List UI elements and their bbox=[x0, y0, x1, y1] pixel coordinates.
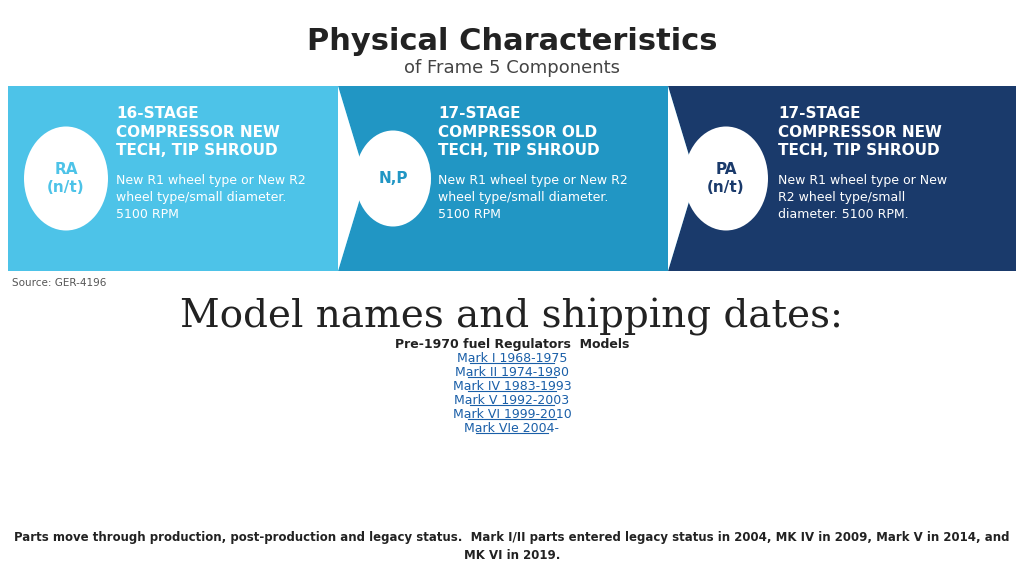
Text: 17-STAGE
COMPRESSOR NEW
TECH, TIP SHROUD: 17-STAGE COMPRESSOR NEW TECH, TIP SHROUD bbox=[778, 106, 942, 158]
Text: 16-STAGE
COMPRESSOR NEW
TECH, TIP SHROUD: 16-STAGE COMPRESSOR NEW TECH, TIP SHROUD bbox=[116, 106, 280, 158]
FancyBboxPatch shape bbox=[8, 86, 338, 271]
Text: Source: GER-4196: Source: GER-4196 bbox=[12, 278, 106, 288]
Polygon shape bbox=[668, 86, 696, 271]
FancyBboxPatch shape bbox=[338, 86, 668, 271]
Text: Pre-1970 fuel Regulators  Models: Pre-1970 fuel Regulators Models bbox=[395, 338, 629, 351]
Text: of Frame 5 Components: of Frame 5 Components bbox=[404, 59, 620, 77]
Text: New R1 wheel type or New R2
wheel type/small diameter.
5100 RPM: New R1 wheel type or New R2 wheel type/s… bbox=[438, 174, 628, 221]
Text: New R1 wheel type or New
R2 wheel type/small
diameter. 5100 RPM.: New R1 wheel type or New R2 wheel type/s… bbox=[778, 174, 947, 221]
Ellipse shape bbox=[24, 127, 108, 230]
Polygon shape bbox=[668, 86, 696, 271]
Text: Mark VI 1999-2010: Mark VI 1999-2010 bbox=[453, 408, 571, 421]
Text: Physical Characteristics: Physical Characteristics bbox=[307, 26, 717, 55]
Ellipse shape bbox=[684, 127, 768, 230]
Text: N,P: N,P bbox=[378, 171, 408, 186]
FancyBboxPatch shape bbox=[668, 86, 1016, 271]
Text: Mark II 1974-1980: Mark II 1974-1980 bbox=[455, 366, 569, 379]
Polygon shape bbox=[338, 86, 366, 271]
Text: Parts move through production, post-production and legacy status.  Mark I/II par: Parts move through production, post-prod… bbox=[14, 531, 1010, 562]
Ellipse shape bbox=[355, 131, 431, 226]
Text: Mark V 1992-2003: Mark V 1992-2003 bbox=[455, 394, 569, 407]
Text: Mark I 1968-1975: Mark I 1968-1975 bbox=[457, 352, 567, 365]
Text: PA
(n/t): PA (n/t) bbox=[708, 162, 744, 195]
Polygon shape bbox=[338, 86, 366, 271]
Text: RA
(n/t): RA (n/t) bbox=[47, 162, 85, 195]
Text: Mark VIe 2004-: Mark VIe 2004- bbox=[465, 422, 559, 435]
Text: New R1 wheel type or New R2
wheel type/small diameter.
5100 RPM: New R1 wheel type or New R2 wheel type/s… bbox=[116, 174, 306, 221]
Text: 17-STAGE
COMPRESSOR OLD
TECH, TIP SHROUD: 17-STAGE COMPRESSOR OLD TECH, TIP SHROUD bbox=[438, 106, 600, 158]
Text: Mark IV 1983-1993: Mark IV 1983-1993 bbox=[453, 380, 571, 393]
Text: Model names and shipping dates:: Model names and shipping dates: bbox=[180, 298, 844, 336]
